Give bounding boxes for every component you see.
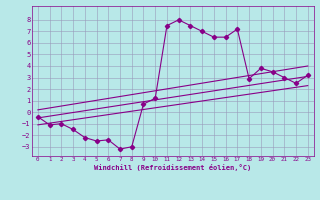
X-axis label: Windchill (Refroidissement éolien,°C): Windchill (Refroidissement éolien,°C): [94, 164, 252, 171]
